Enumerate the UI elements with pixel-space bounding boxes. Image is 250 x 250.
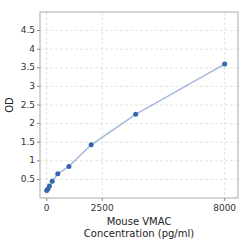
x-tick-label: 2500 xyxy=(91,203,114,213)
grid xyxy=(40,12,238,198)
y-grid-line xyxy=(40,123,238,124)
point xyxy=(133,112,138,117)
point xyxy=(50,179,55,184)
series xyxy=(44,62,227,193)
axes: 0.5 1 1.5 2 2.5 3 3.5 4 4.5 0 2500 8000 Mouse VMACCo… xyxy=(4,12,238,239)
y-tick-label: 1 xyxy=(29,155,35,165)
x-grid-line xyxy=(102,12,103,198)
point xyxy=(89,142,94,147)
y-grid-line xyxy=(40,30,238,31)
point xyxy=(55,171,60,176)
y-grid-line xyxy=(40,49,238,50)
x-grid-line xyxy=(224,12,225,198)
y-tick-label: 4 xyxy=(29,44,35,54)
y-tick-label: 3 xyxy=(29,81,35,91)
y-grid-line xyxy=(40,86,238,87)
plot-frame xyxy=(40,12,238,198)
x-axis-label-line: Concentration (pg/ml) xyxy=(84,228,194,239)
y-tick-label: 1.5 xyxy=(21,137,35,147)
point xyxy=(222,62,227,67)
y-grid-line xyxy=(40,67,238,68)
y-grid-line xyxy=(40,105,238,106)
point xyxy=(47,184,52,189)
y-tick-label: 2.5 xyxy=(21,100,35,110)
x-tick-label: 0 xyxy=(44,203,50,213)
y-tick-label: 0.5 xyxy=(21,174,35,184)
chart-container: 0.5 1 1.5 2 2.5 3 3.5 4 4.5 0 2500 8000 Mouse VMACCo… xyxy=(0,0,250,250)
y-grid-line xyxy=(40,142,238,143)
y-tick-label: 2 xyxy=(29,118,35,128)
y-axis-label: OD xyxy=(4,97,15,113)
y-tick-label: 4.5 xyxy=(21,25,35,35)
y-grid-line xyxy=(40,160,238,161)
y-tick-label: 3.5 xyxy=(21,62,35,72)
y-grid-line xyxy=(40,179,238,180)
x-axis-label-line: Mouse VMAC xyxy=(107,216,172,227)
point xyxy=(66,164,71,169)
x-tick-label: 8000 xyxy=(213,203,236,213)
line xyxy=(47,64,225,190)
chart-svg: 0.5 1 1.5 2 2.5 3 3.5 4 4.5 0 2500 8000 Mouse VMACCo… xyxy=(0,0,250,250)
x-grid-line xyxy=(46,12,47,198)
x-axis-label: Mouse VMACConcentration (pg/ml) xyxy=(84,216,194,239)
